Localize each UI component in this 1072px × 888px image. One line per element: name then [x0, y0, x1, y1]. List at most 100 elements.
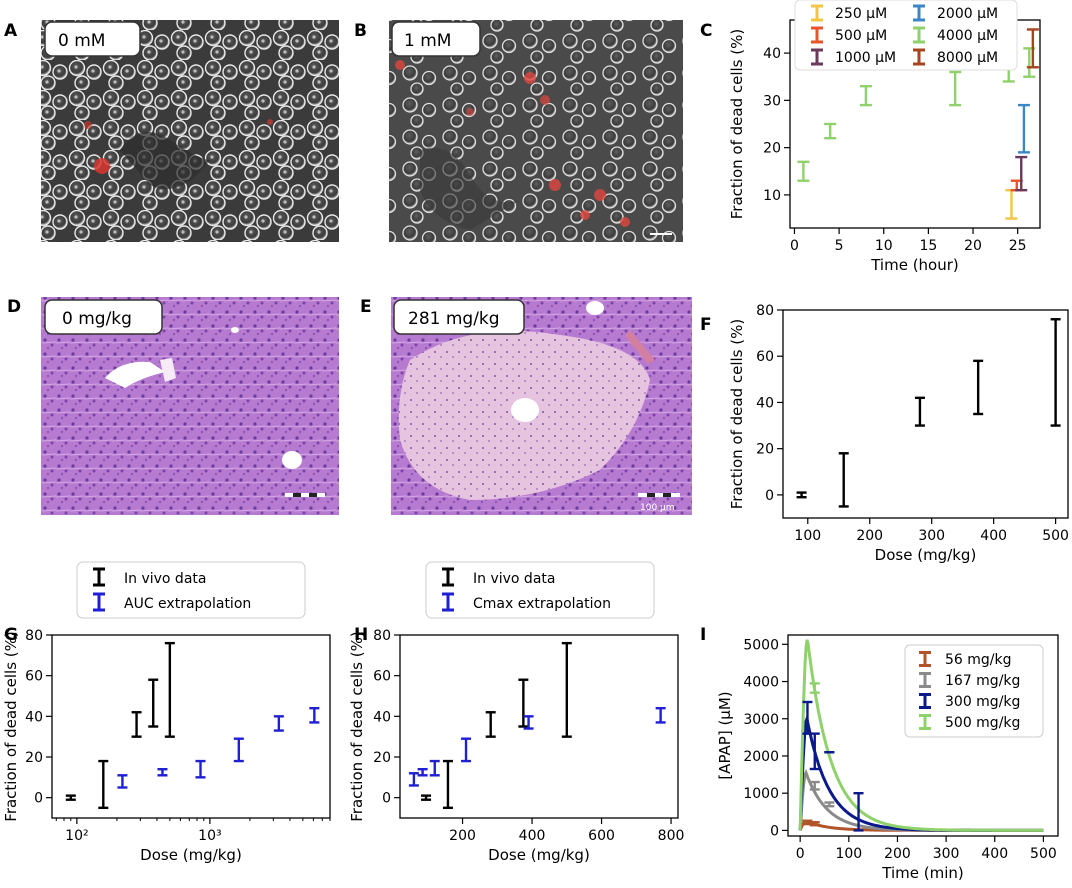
y-axis-label: Fraction of dead cells (%): [2, 631, 20, 821]
y-tick-label: 60: [756, 349, 774, 365]
y-tick-label: 1000: [743, 786, 779, 802]
x-tick-label: 400: [519, 828, 546, 844]
chart-g: G 10² 10³ 0 20 40 60 80 Dose (mg/kg) Fraction of …: [2, 561, 331, 864]
legend-label: In vivo data: [473, 571, 555, 587]
plot-frame: [787, 634, 1059, 837]
panel-letter-b: B: [354, 21, 367, 41]
panel-letter-i: I: [700, 625, 706, 645]
plot-frame: [782, 309, 1069, 519]
legend-box: [794, 0, 1018, 71]
panel-letter-c: C: [700, 21, 712, 41]
y-tick-label: 80: [25, 628, 43, 644]
legend-label: 167 mg/kg: [945, 673, 1020, 689]
panel-letter-a: A: [4, 21, 18, 41]
x-tick-label: 300: [918, 528, 945, 544]
x-tick-label: 0: [796, 846, 805, 862]
y-axis-label: Fraction of dead cells (%): [728, 29, 746, 219]
panel-label-a: 0 mM: [58, 31, 105, 51]
plot-frame: [399, 634, 679, 819]
y-axis-label: Fraction of dead cells (%): [348, 631, 366, 821]
x-axis-label: Dose (mg/kg): [875, 546, 977, 564]
x-tick-label: 500: [1030, 846, 1057, 862]
x-tick-label: 100: [794, 528, 821, 544]
label-box-e: [393, 299, 525, 335]
y-tick-label: 0: [770, 823, 779, 839]
y-tick-label: 10: [763, 188, 781, 204]
panel-label-d: 0 mg/kg: [62, 309, 132, 329]
x-tick-label: 100: [835, 846, 862, 862]
y-tick-label: 5000: [743, 637, 779, 653]
y-tick-label: 40: [763, 46, 781, 62]
y-tick-label: 0: [382, 791, 391, 807]
y-tick-label: 30: [763, 93, 781, 109]
x-tick-label: 200: [856, 528, 883, 544]
x-tick-label: 200: [449, 828, 476, 844]
micrograph-a: [41, 20, 339, 242]
y-tick-label: 3000: [743, 712, 779, 728]
x-tick-label: 600: [588, 828, 615, 844]
panel-letter-d: D: [7, 297, 21, 317]
panel-label-b: 1 mM: [404, 31, 451, 51]
x-axis-label: Dose (mg/kg): [488, 846, 590, 864]
scalebar-b: [650, 233, 672, 235]
x-tick-label: 200: [884, 846, 911, 862]
chart-c: C 0 5 10 15 20 25 10 20 30 40 Time (hour) Fraction o…: [700, 0, 1041, 274]
chart-f: F 100 200 300 400 500 0 20 40 60 80 Dose (mg/kg) Fra…: [700, 303, 1069, 564]
legend-label: 500 μM: [835, 28, 887, 44]
legend-label: 56 mg/kg: [945, 652, 1012, 668]
y-tick-label: 20: [756, 442, 774, 458]
y-tick-label: 40: [756, 395, 774, 411]
legend-label: 250 μM: [835, 6, 887, 22]
legend-label: 300 mg/kg: [945, 694, 1020, 710]
x-tick-label: 20: [964, 238, 982, 254]
x-tick-label: 0: [790, 238, 799, 254]
y-tick-label: 20: [25, 750, 43, 766]
scalebar-label-e: 100 μm: [640, 503, 675, 513]
y-axis-label: [APAP] (μM): [716, 691, 734, 779]
legend-label: 8000 μM: [937, 50, 998, 66]
x-axis-label: Time (hour): [870, 256, 959, 274]
legend-label: AUC extrapolation: [124, 596, 251, 612]
x-tick-label: 400: [980, 528, 1007, 544]
y-tick-label: 0: [765, 488, 774, 504]
panel-letter-f: F: [700, 315, 712, 335]
panel-letter-h: H: [354, 625, 368, 645]
y-tick-label: 4000: [743, 675, 779, 691]
legend-label: Cmax extrapolation: [473, 596, 611, 612]
legend-box: [425, 561, 655, 619]
x-tick-label: 400: [981, 846, 1008, 862]
y-tick-label: 60: [25, 669, 43, 685]
chart-h: H 200 400 600 800 0 20 40 60 80 Dose (mg/kg) Fracti…: [348, 561, 685, 864]
y-tick-label: 80: [756, 303, 774, 319]
x-tick-label: 25: [1009, 238, 1027, 254]
legend-box: [904, 644, 1044, 738]
y-tick-label: 40: [373, 709, 391, 725]
x-tick-label: 10³: [198, 828, 221, 844]
y-axis-label: Fraction of dead cells (%): [728, 319, 746, 509]
y-tick-label: 2000: [743, 749, 779, 765]
y-tick-label: 0: [34, 791, 43, 807]
panel-label-e: 281 mg/kg: [408, 309, 500, 329]
x-tick-label: 10: [875, 238, 893, 254]
x-tick-label: 800: [658, 828, 685, 844]
y-tick-label: 40: [25, 709, 43, 725]
x-tick-label: 10²: [65, 828, 88, 844]
panel-letter-e: E: [360, 297, 372, 317]
x-tick-label: 5: [835, 238, 844, 254]
legend-label: 1000 μM: [835, 50, 896, 66]
legend-label: In vivo data: [124, 571, 206, 587]
x-tick-label: 500: [1042, 528, 1069, 544]
chart-i: I0 100 200 300 400 500010002000300040005000Ti…: [700, 625, 1059, 882]
x-tick-label: 300: [933, 846, 960, 862]
x-axis-label: Time (min): [881, 864, 963, 882]
label-box-a: [44, 21, 141, 57]
panel-letter-g: G: [4, 625, 18, 645]
plot-frame: [51, 634, 331, 819]
y-tick-label: 60: [373, 669, 391, 685]
micrograph-b: [389, 20, 683, 242]
legend-label: 500 mg/kg: [945, 715, 1020, 731]
x-tick-label: 15: [919, 238, 937, 254]
legend-label: 2000 μM: [937, 6, 998, 22]
y-tick-label: 20: [763, 141, 781, 157]
